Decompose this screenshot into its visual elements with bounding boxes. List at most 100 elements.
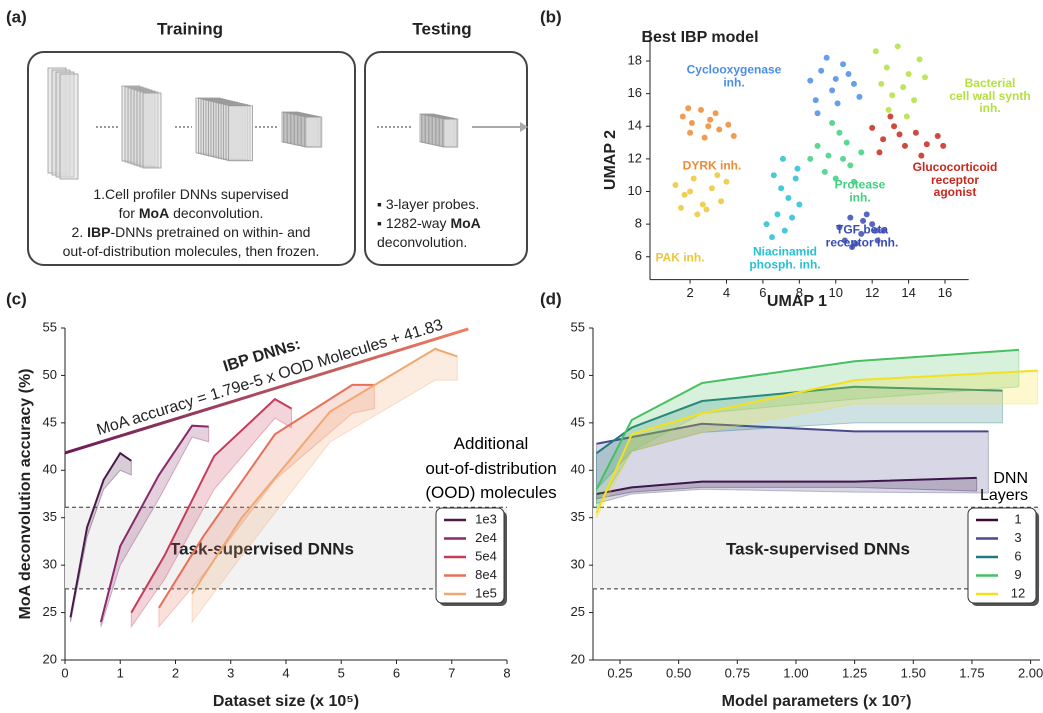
x-tick-label: 4 xyxy=(282,665,289,680)
legend-label: 9 xyxy=(1014,567,1021,582)
text-span: ▪ 3-layer probes. xyxy=(377,196,479,212)
scatter-point xyxy=(792,175,799,182)
cluster-label: Glucocorticoid receptor agonist xyxy=(912,160,998,200)
series-line xyxy=(130,397,293,614)
y-tick-label: 50 xyxy=(571,367,585,382)
scatter-point xyxy=(697,106,704,113)
scatter-point xyxy=(832,75,839,82)
scatter-point xyxy=(840,61,847,68)
scatter-point xyxy=(730,133,737,140)
scatter-point xyxy=(718,198,725,205)
y-tick-label: 35 xyxy=(571,509,585,524)
x-tick-label: 12 xyxy=(865,285,879,300)
arrow-head xyxy=(520,122,528,132)
reference-band xyxy=(593,507,1040,589)
scatter-point xyxy=(903,113,910,120)
scatter-point xyxy=(814,110,821,117)
scatter-point xyxy=(912,129,919,136)
layer-plane xyxy=(142,92,162,169)
scatter-point xyxy=(701,134,708,141)
y-tick-label: 16 xyxy=(628,85,642,100)
scatter-point xyxy=(781,227,788,234)
text-span: deconvolution. xyxy=(377,234,467,250)
layer-plane xyxy=(305,116,323,148)
text-line: ▪ 3-layer probes. xyxy=(377,196,479,212)
x-tick-label: 3 xyxy=(227,665,234,680)
text-span: -DNNs pretrained on within- and xyxy=(110,224,310,240)
x-tick-label: 8 xyxy=(796,285,803,300)
y-tick-label: 45 xyxy=(571,414,585,429)
x-tick-label: 10 xyxy=(829,285,843,300)
scatter-point xyxy=(779,155,786,162)
scatter-point xyxy=(690,175,697,182)
scatter-point xyxy=(688,119,695,126)
x-tick-label: 0.50 xyxy=(666,665,691,680)
scatter-point xyxy=(708,185,715,192)
legend-label: 1e3 xyxy=(475,511,497,526)
y-tick-label: 12 xyxy=(628,150,642,165)
series-line xyxy=(69,451,132,618)
x-tick-label: 1.75 xyxy=(959,665,984,680)
y-tick-label: 6 xyxy=(635,248,642,263)
section-title: Testing xyxy=(412,19,471,38)
y-tick-label: 18 xyxy=(628,52,642,67)
layer-plane xyxy=(59,73,79,180)
scatter-point xyxy=(763,221,770,228)
y-tick-label: 25 xyxy=(571,604,585,619)
scatter-point xyxy=(836,129,843,136)
text-line: 1.Cell profiler DNNs supervised xyxy=(93,186,288,202)
y-tick-label: 20 xyxy=(43,651,57,666)
series-line xyxy=(99,424,209,623)
scatter-point xyxy=(796,201,803,208)
text-span: ▪ 1282-way xyxy=(377,215,450,231)
x-tick-label: 8 xyxy=(503,665,510,680)
scatter-point xyxy=(769,234,776,241)
scatter-point xyxy=(878,80,885,87)
scatter-point xyxy=(849,243,856,250)
scatter-point xyxy=(889,92,896,99)
scatter-point xyxy=(863,211,870,218)
x-tick-label: 2 xyxy=(686,285,693,300)
panel-label: (c) xyxy=(6,289,27,308)
scatter-point xyxy=(872,227,879,234)
x-axis-label: Model parameters (x 10⁷) xyxy=(722,693,912,710)
scatter-point xyxy=(712,110,719,117)
y-tick-label: 14 xyxy=(628,118,642,133)
scatter-point xyxy=(894,43,901,50)
y-tick-label: 40 xyxy=(571,462,585,477)
scatter-point xyxy=(845,71,852,78)
cluster-label: Protease inh. xyxy=(834,177,886,204)
y-tick-label: 10 xyxy=(628,183,642,198)
scatter-point xyxy=(891,123,898,130)
scatter-point xyxy=(807,155,814,162)
scatter-point xyxy=(850,178,857,185)
legend-label: 1 xyxy=(1014,511,1021,526)
series-line xyxy=(191,347,458,595)
text-line: out-of-distribution molecules, then froz… xyxy=(63,243,320,259)
y-tick-label: 30 xyxy=(571,557,585,572)
panel-label: (d) xyxy=(540,289,562,308)
series-line xyxy=(595,369,1038,514)
scatter-point xyxy=(821,168,828,175)
legend-title: DNN Layers xyxy=(979,470,1029,504)
scatter-point xyxy=(940,142,947,149)
scatter-point xyxy=(850,80,857,87)
series-line xyxy=(595,348,1019,490)
scatter-point xyxy=(694,211,701,218)
y-tick-label: 45 xyxy=(43,414,57,429)
scatter-point xyxy=(876,149,883,156)
legend-label: 5e4 xyxy=(475,548,497,563)
legend-box xyxy=(435,507,505,604)
cluster-label: Bacterial cell wall synth inh. xyxy=(949,76,1031,116)
x-tick-label: 2 xyxy=(172,665,179,680)
fit-line xyxy=(64,327,469,455)
scatter-point xyxy=(672,181,679,188)
scatter-point xyxy=(829,87,836,94)
layer-plane xyxy=(443,118,459,148)
series-line xyxy=(596,422,989,445)
series-line xyxy=(596,476,977,495)
x-tick-label: 5 xyxy=(338,665,345,680)
text-span: deconvolution. xyxy=(169,205,263,221)
scatter-point xyxy=(843,139,850,146)
